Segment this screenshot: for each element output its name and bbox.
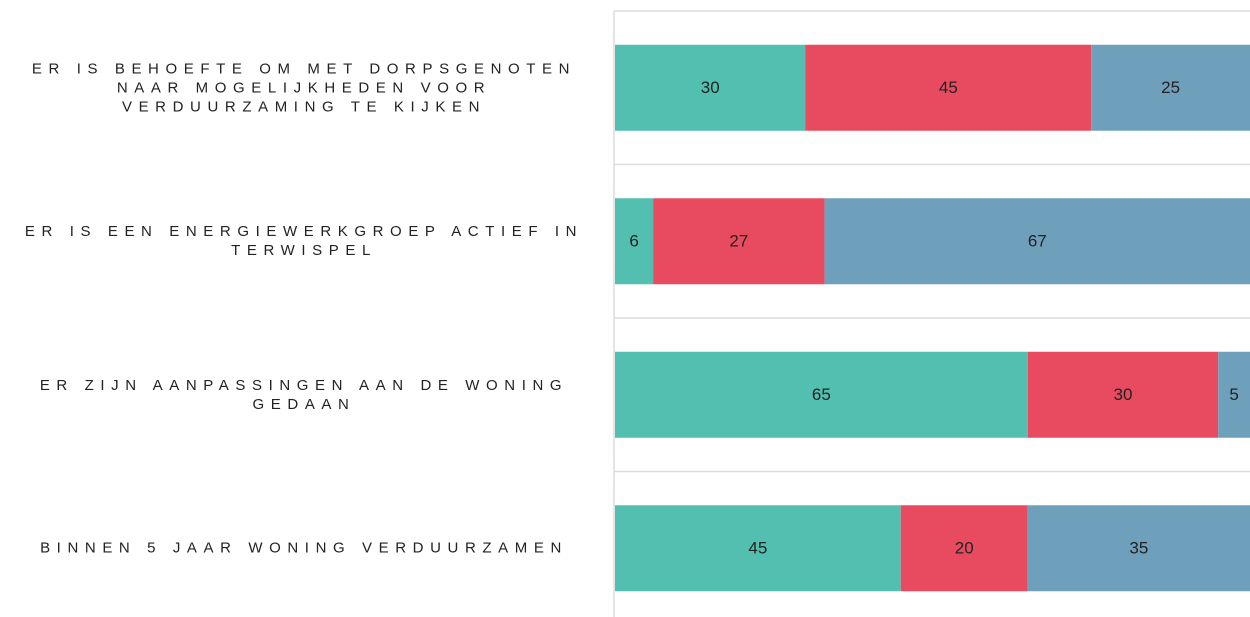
value-label: 45 bbox=[939, 78, 958, 97]
category-label: ER IS BEHOEFTE OM MET DORPSGENOTEN NAAR … bbox=[31, 60, 577, 116]
category-label: ER ZIJN AANPASSINGEN AAN DE WONING GEDAA… bbox=[39, 376, 569, 413]
bar-segment bbox=[1027, 505, 1250, 592]
value-label: 35 bbox=[1129, 539, 1148, 558]
value-label: 27 bbox=[729, 232, 748, 251]
bar-segment bbox=[900, 505, 1028, 592]
category-label: BINNEN 5 JAAR WONING VERDUURZAMEN bbox=[40, 539, 568, 557]
bar-segment bbox=[805, 44, 1092, 131]
value-label: 30 bbox=[701, 78, 720, 97]
value-label: 30 bbox=[1114, 385, 1133, 404]
value-label: 67 bbox=[1028, 232, 1047, 251]
value-label: 25 bbox=[1161, 78, 1180, 97]
value-label: 20 bbox=[955, 539, 974, 558]
bar-segment bbox=[615, 198, 654, 285]
category-label: ER IS EEN ENERGIEWERKGROEP ACTIEF IN TER… bbox=[24, 223, 584, 260]
bar-segment bbox=[615, 44, 806, 131]
bar-segment bbox=[1218, 351, 1250, 438]
value-label: 6 bbox=[629, 232, 638, 251]
bar-segment bbox=[615, 505, 901, 592]
value-label: 65 bbox=[812, 385, 831, 404]
bar-segment bbox=[615, 351, 1028, 438]
value-label: 5 bbox=[1229, 385, 1238, 404]
bar-segment bbox=[653, 198, 825, 285]
bar-segment bbox=[824, 198, 1250, 285]
bar-segment bbox=[1091, 44, 1250, 131]
value-label: 45 bbox=[748, 539, 767, 558]
bar-segment bbox=[1027, 351, 1219, 438]
